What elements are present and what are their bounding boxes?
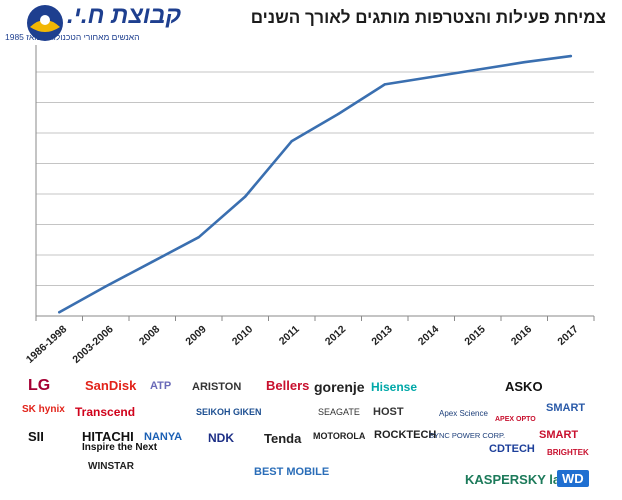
data-point xyxy=(523,61,526,64)
brand-logo-inspire-the-next: Inspire the Next xyxy=(82,442,158,453)
brand-logo-tenda: Tenda xyxy=(264,431,302,446)
brand-logo-seagate: SEAGATE xyxy=(318,407,360,417)
chart-axes xyxy=(35,45,595,321)
x-tick-label: 1986-1998 xyxy=(24,323,69,366)
x-tick-label: 2008 xyxy=(137,323,163,348)
x-tick-label: 2016 xyxy=(509,323,535,348)
brand-logo-seikoh-giken: SEIKOH GIKEN xyxy=(196,407,262,417)
x-tick-label: 2017 xyxy=(555,323,581,348)
brand-logo-rocktech: ROCKTECH xyxy=(374,429,437,441)
data-point xyxy=(58,311,61,314)
brand-logo-nanya: NANYA xyxy=(144,431,183,443)
brand-logo-ariston: ARISTON xyxy=(192,381,242,393)
company-logo-icon xyxy=(27,5,63,41)
brand-logo-smart: SMART xyxy=(546,402,586,414)
data-point xyxy=(290,139,293,143)
company-logo: קבוצת ח.י. האנשים מאחורי הטכנולוגיה מאז … xyxy=(3,2,182,48)
x-tick-label: 2013 xyxy=(369,323,395,348)
x-tick-label: 2010 xyxy=(230,323,256,348)
brand-logo-sandisk: SanDisk xyxy=(85,378,137,393)
data-point xyxy=(569,54,572,58)
data-point xyxy=(244,195,247,198)
brand-logo-gorenje: gorenje xyxy=(314,379,365,395)
data-point xyxy=(337,112,340,116)
x-tick-label: 2012 xyxy=(323,323,349,348)
company-name: קבוצת ח.י. xyxy=(67,2,182,29)
brand-logo-hitachi: HITACHI xyxy=(82,429,134,444)
series-line-0 xyxy=(57,54,573,314)
brand-logo-kaspersky-lab: KASPERSKY lab xyxy=(465,472,569,487)
x-tick-label: 2015 xyxy=(462,323,488,348)
brand-logo-ndk: NDK xyxy=(208,431,234,445)
brand-logo-brightek: BRIGHTEK xyxy=(547,448,589,457)
brand-logo-best-mobile: BEST MOBILE xyxy=(254,466,330,478)
x-tick-labels: 1986-1998 2003-2006 2008 2009 2010 2011 2012 20… xyxy=(24,323,581,366)
data-point xyxy=(151,260,154,263)
data-point xyxy=(104,285,107,288)
brand-logo-sk-hynix: SK hynix xyxy=(22,404,65,415)
data-point xyxy=(197,235,200,239)
brand-logo-apex-opto: APEX OPTO xyxy=(495,416,536,423)
chart-series xyxy=(57,54,573,314)
x-tick-label: 2011 xyxy=(277,323,302,347)
brand-logo-winstar: WINSTAR xyxy=(88,461,134,472)
brand-logo-lg: LG xyxy=(28,377,51,394)
brand-logo-sync-power-corp: SYNC POWER CORP. xyxy=(429,431,506,440)
brand-logo-asko: ASKO xyxy=(505,379,543,394)
chart-grid xyxy=(36,71,594,286)
brand-logo-cdtech: CDTECH xyxy=(489,443,535,455)
data-point xyxy=(430,75,433,79)
brand-logo-transcend: Transcend xyxy=(75,405,136,419)
brand-logo-smart: SMART xyxy=(539,429,579,441)
brand-logo-motorola: MOTOROLA xyxy=(313,431,366,441)
x-tick-label: 2014 xyxy=(416,323,442,348)
x-tick-label: 2003-2006 xyxy=(70,323,115,366)
brand-logo-host: HOST xyxy=(373,406,404,418)
data-point xyxy=(476,68,479,71)
brand-logo-sii: SII xyxy=(28,429,44,444)
brand-logo-atp: ATP xyxy=(150,380,172,392)
x-tick-label: 2009 xyxy=(183,323,209,348)
company-tagline: האנשים מאחורי הטכנולוגיה מאז 1985 xyxy=(5,32,140,42)
brand-logo-bellers: Bellers xyxy=(266,378,310,393)
brand-logo-wd: WD xyxy=(557,470,589,487)
page-title: צמיחת פעילות והצטרפות מותגים לאורך השנים xyxy=(250,8,606,27)
brand-logo-hisense: Hisense xyxy=(371,380,418,394)
brand-logo-apex-science: Apex Science xyxy=(439,409,488,418)
data-point xyxy=(383,83,386,86)
